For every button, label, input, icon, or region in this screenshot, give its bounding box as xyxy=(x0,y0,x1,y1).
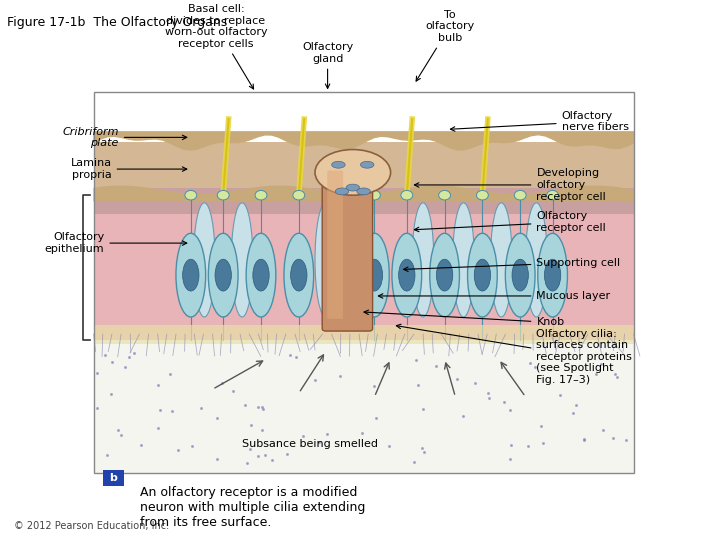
Ellipse shape xyxy=(332,161,345,168)
Ellipse shape xyxy=(185,191,197,200)
Text: Figure 17-1b  The Olfactory Organs: Figure 17-1b The Olfactory Organs xyxy=(7,16,228,29)
Ellipse shape xyxy=(505,233,535,317)
Ellipse shape xyxy=(336,188,348,195)
Text: Developing
olfactory
receptor cell: Developing olfactory receptor cell xyxy=(415,168,606,201)
Text: Supporting cell: Supporting cell xyxy=(404,258,621,272)
Ellipse shape xyxy=(474,259,490,291)
Text: An olfactory receptor is a modified
neuron with multiple cilia extending
from it: An olfactory receptor is a modified neur… xyxy=(140,487,366,529)
Text: Mucous layer: Mucous layer xyxy=(379,291,611,301)
Ellipse shape xyxy=(194,203,215,317)
Bar xyxy=(94,142,634,195)
Ellipse shape xyxy=(366,259,382,291)
Bar xyxy=(94,195,634,340)
Text: Olfactory
nerve fibers: Olfactory nerve fibers xyxy=(451,111,629,132)
Ellipse shape xyxy=(438,191,451,200)
Ellipse shape xyxy=(293,191,305,200)
Ellipse shape xyxy=(208,233,238,317)
Bar xyxy=(94,92,634,142)
Ellipse shape xyxy=(490,203,512,317)
Ellipse shape xyxy=(253,259,269,291)
Bar xyxy=(94,328,634,473)
Text: Olfactory
epithelium: Olfactory epithelium xyxy=(45,232,186,254)
Text: b: b xyxy=(109,473,117,483)
Ellipse shape xyxy=(436,259,453,291)
Ellipse shape xyxy=(512,259,528,291)
Ellipse shape xyxy=(546,191,559,200)
Ellipse shape xyxy=(453,203,474,317)
Text: Lamina
propria: Lamina propria xyxy=(71,158,186,180)
Text: To
olfactory
bulb: To olfactory bulb xyxy=(416,10,474,81)
Text: Olfactory cilia:
surfaces contain
receptor proteins
(see Spotlight
Fig. 17–3): Olfactory cilia: surfaces contain recept… xyxy=(397,324,632,385)
Ellipse shape xyxy=(246,233,276,317)
Text: Olfactory
gland: Olfactory gland xyxy=(302,42,354,89)
Text: Olfactory
receptor cell: Olfactory receptor cell xyxy=(415,211,606,233)
FancyBboxPatch shape xyxy=(323,158,373,331)
Text: Basal cell:
divides to replace
worn-out olfactory
receptor cells: Basal cell: divides to replace worn-out … xyxy=(165,4,267,89)
Ellipse shape xyxy=(538,233,567,317)
Ellipse shape xyxy=(544,259,561,291)
Ellipse shape xyxy=(412,203,433,317)
Text: Subsance being smelled: Subsance being smelled xyxy=(242,439,377,449)
Ellipse shape xyxy=(315,203,337,317)
Ellipse shape xyxy=(467,233,498,317)
Ellipse shape xyxy=(526,203,547,317)
Ellipse shape xyxy=(215,259,231,291)
Ellipse shape xyxy=(315,150,391,195)
Ellipse shape xyxy=(392,233,422,317)
Ellipse shape xyxy=(183,259,199,291)
Ellipse shape xyxy=(346,184,359,191)
Ellipse shape xyxy=(401,191,413,200)
Ellipse shape xyxy=(357,188,370,195)
FancyBboxPatch shape xyxy=(103,470,124,486)
Text: Knob: Knob xyxy=(364,310,564,327)
Ellipse shape xyxy=(255,191,267,200)
Bar xyxy=(94,187,634,214)
Ellipse shape xyxy=(231,203,253,317)
Text: Cribriform
plate: Cribriform plate xyxy=(63,126,186,148)
Ellipse shape xyxy=(176,233,206,317)
Ellipse shape xyxy=(369,191,380,200)
Ellipse shape xyxy=(217,191,229,200)
Bar xyxy=(94,92,634,473)
Ellipse shape xyxy=(361,161,374,168)
Ellipse shape xyxy=(359,233,390,317)
Text: © 2012 Pearson Education, Inc.: © 2012 Pearson Education, Inc. xyxy=(14,521,169,531)
Bar xyxy=(94,325,634,343)
Ellipse shape xyxy=(514,191,526,200)
Ellipse shape xyxy=(284,233,314,317)
Ellipse shape xyxy=(430,233,459,317)
FancyBboxPatch shape xyxy=(327,171,343,319)
Ellipse shape xyxy=(291,259,307,291)
Ellipse shape xyxy=(399,259,415,291)
Ellipse shape xyxy=(477,191,488,200)
